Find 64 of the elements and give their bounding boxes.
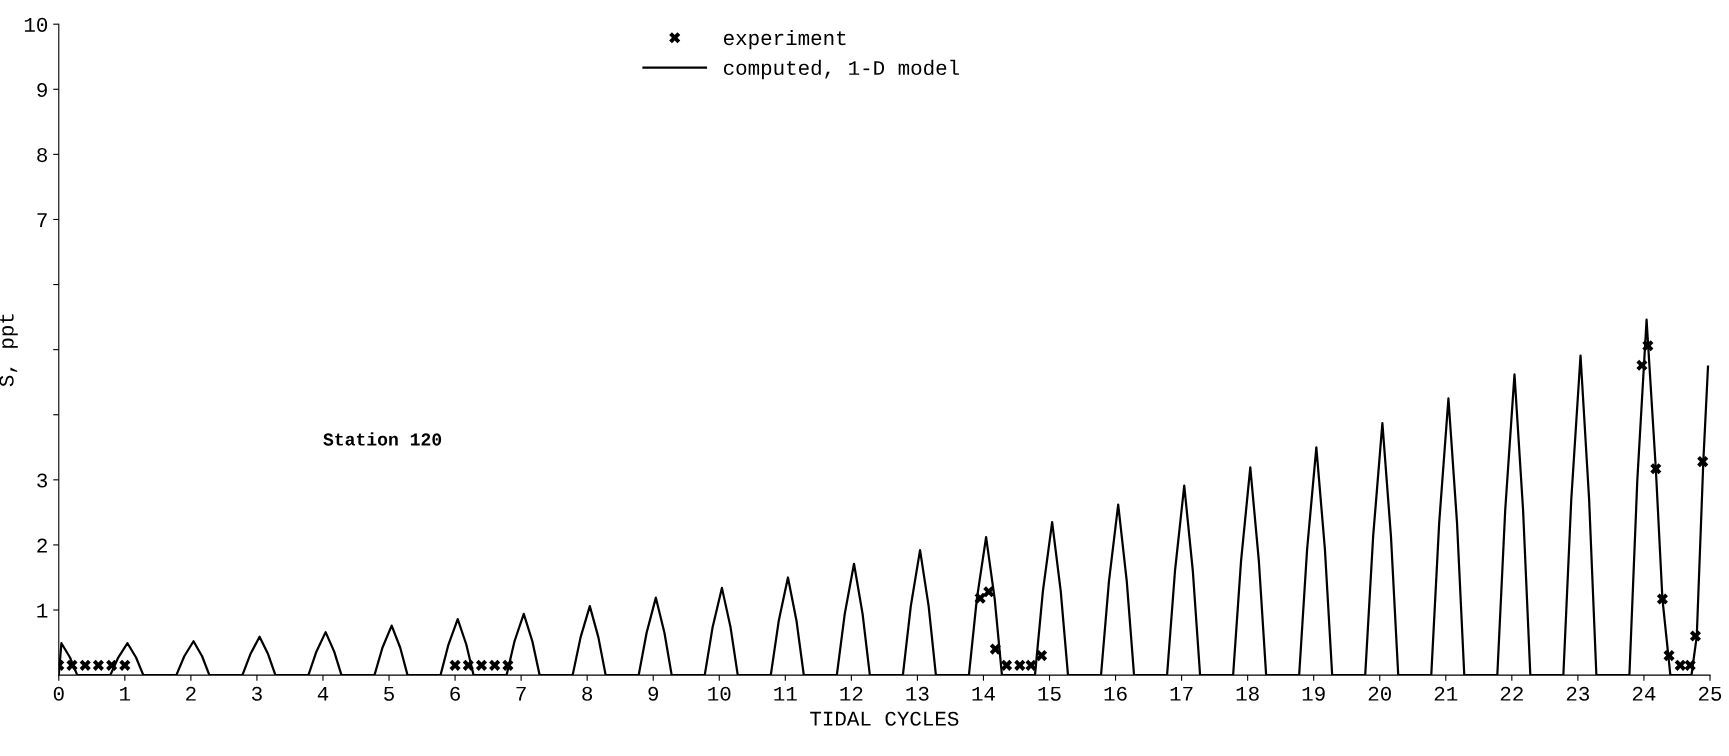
x-tick-label: 6 (450, 686, 460, 701)
point (79, 659, 91, 671)
point (1036, 650, 1048, 662)
point (106, 659, 118, 671)
point (1001, 659, 1013, 671)
y-axis-title: S, ppt (0, 314, 18, 387)
y-tick-label: 2 (37, 538, 47, 553)
x-tick-label: 17 (1170, 686, 1193, 701)
x-tick-label: 5 (384, 686, 394, 701)
x-tick-label: 21 (1434, 686, 1458, 701)
point (1656, 593, 1668, 605)
x-tick-label: 10 (708, 686, 731, 701)
x-tick-label: 11 (774, 686, 797, 701)
annotation: Station 120 (323, 432, 442, 446)
x-tick-label: 19 (1302, 686, 1325, 701)
point (1025, 659, 1037, 671)
point (1663, 650, 1675, 662)
point (1674, 659, 1686, 671)
point (1014, 659, 1026, 671)
legend-label: computed, 1-D model (723, 59, 960, 80)
x-tick-label: 23 (1566, 686, 1590, 701)
x-tick-label: 8 (582, 686, 593, 701)
x-tick-label: 24 (1632, 686, 1656, 701)
point (119, 659, 131, 671)
point (983, 586, 995, 598)
point (475, 659, 488, 671)
x-tick-label: 12 (840, 686, 863, 701)
point (66, 659, 78, 671)
x-tick-label: 2 (186, 686, 196, 701)
x-tick-label: 7 (516, 686, 526, 701)
y-tick-label: 1 (37, 603, 48, 618)
point (1697, 456, 1709, 468)
x-tick-label: 0 (53, 686, 64, 701)
x-tick-label: 22 (1500, 686, 1523, 701)
x-tick-label: 18 (1236, 686, 1259, 701)
point (489, 659, 501, 671)
y-tick-label: 7 (37, 213, 47, 228)
x-tick-label: 14 (972, 686, 995, 701)
x-tick-label: 13 (906, 686, 929, 701)
point (449, 659, 461, 671)
y-tick-label: 8 (37, 147, 47, 163)
y-tick-label: 3 (37, 473, 48, 488)
point (974, 592, 986, 604)
legend-label: experiment (723, 29, 846, 50)
point (1636, 359, 1648, 371)
point (1684, 659, 1696, 671)
x-tick-label: 15 (1038, 686, 1061, 701)
point (462, 659, 474, 671)
x-tick-label: 9 (648, 686, 659, 701)
x-tick-label: 3 (251, 686, 262, 701)
x-tick-label: 1 (120, 686, 131, 701)
point (989, 643, 1001, 655)
x-axis-title: TIDAL CYCLES (810, 711, 959, 726)
x-tick-label: 16 (1104, 686, 1127, 701)
point (92, 659, 104, 671)
y-tick-label: 9 (37, 82, 47, 98)
y-tick-label: 10 (24, 17, 48, 32)
x-tick-label: 25 (1698, 686, 1722, 701)
x-tick-label: 4 (317, 686, 329, 701)
point (502, 659, 514, 671)
x-tick-label: 20 (1368, 686, 1391, 701)
point (1650, 463, 1662, 475)
point (1689, 630, 1701, 642)
point (1642, 340, 1654, 352)
